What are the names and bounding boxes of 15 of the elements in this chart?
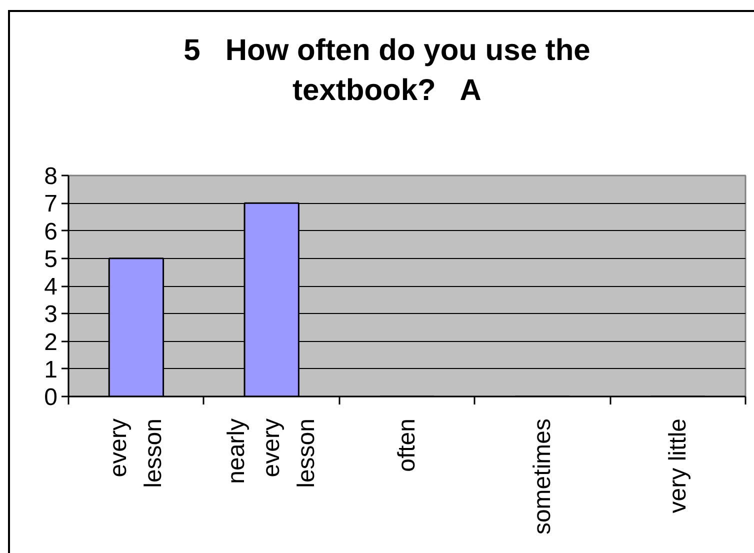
y-tick-label: 5	[44, 246, 58, 273]
y-tick-label: 4	[44, 274, 58, 300]
y-tick-label: 2	[44, 328, 58, 356]
x-tick-label: sometimes	[528, 418, 556, 535]
chart-title: 5 How often do you use the textbook? A	[184, 33, 590, 109]
y-tick-label: 8	[44, 163, 58, 190]
y-tick-label: 3	[44, 301, 58, 328]
x-tick-label: every lesson	[105, 418, 168, 488]
x-tick-label: nearly every lesson	[223, 418, 320, 488]
y-tick-label: 6	[44, 218, 58, 246]
y-tick-label: 7	[44, 190, 58, 218]
y-tick-label: 0	[44, 384, 58, 411]
y-tick-label: 1	[44, 356, 58, 384]
x-tick-label: very little	[664, 418, 692, 514]
x-tick-label: often	[394, 418, 420, 472]
